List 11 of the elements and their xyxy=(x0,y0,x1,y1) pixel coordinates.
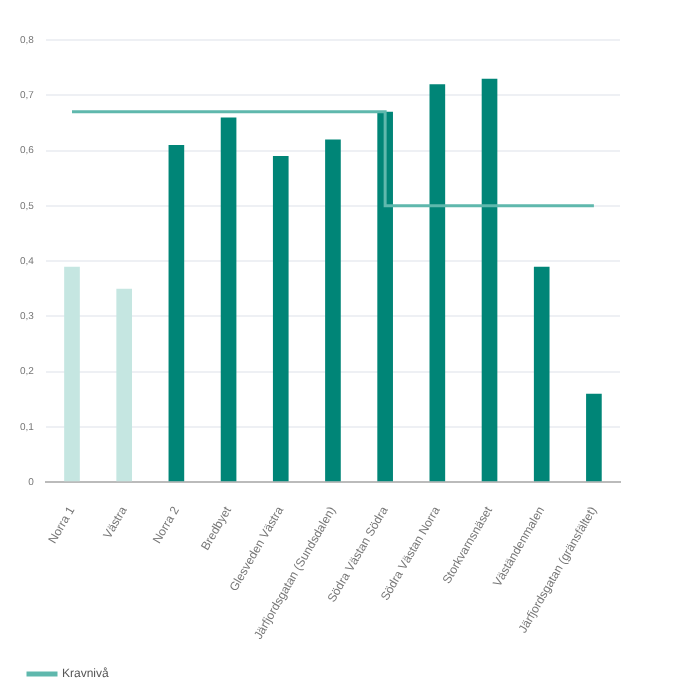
bar xyxy=(377,111,393,482)
bar xyxy=(272,156,289,482)
bar xyxy=(168,145,185,482)
bar xyxy=(116,288,133,482)
bar xyxy=(533,266,550,482)
bar xyxy=(220,117,237,482)
bar xyxy=(481,78,498,482)
bar xyxy=(325,139,341,482)
bar xyxy=(64,266,80,482)
bar xyxy=(586,393,602,482)
bar xyxy=(429,84,446,482)
